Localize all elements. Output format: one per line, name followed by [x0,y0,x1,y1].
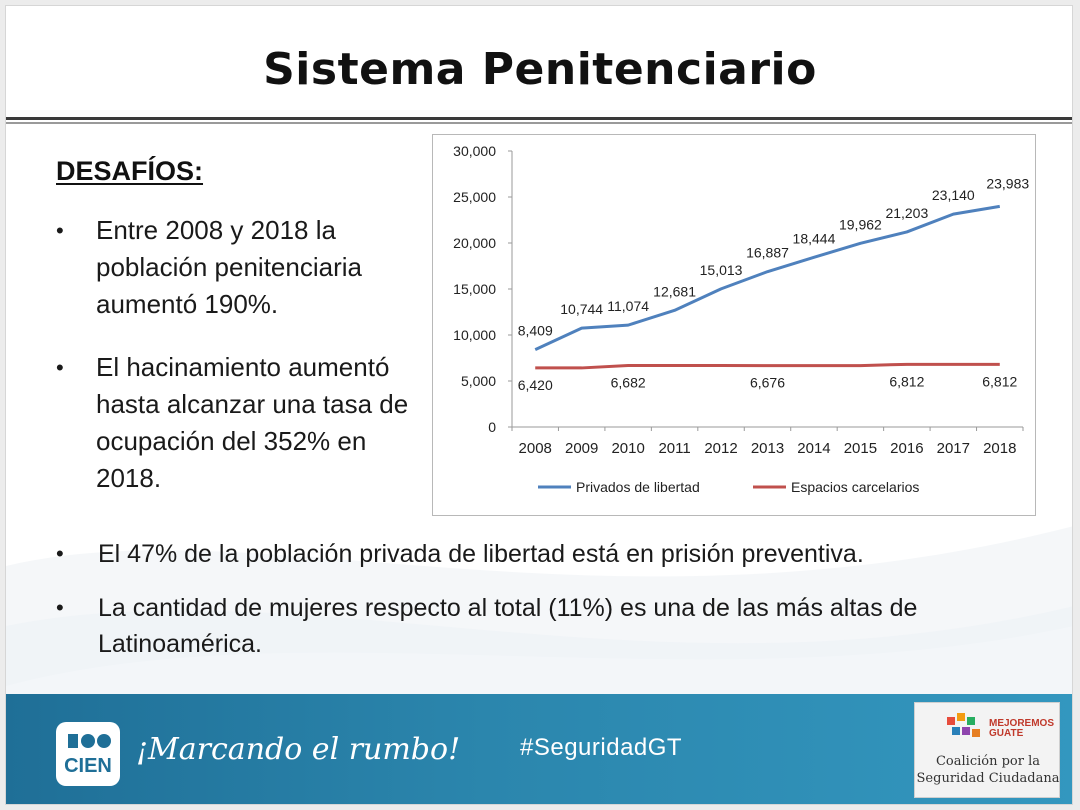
page-title: Sistema Penitenciario [263,44,817,95]
mejoremos-guate-text: MEJOREMOS GUATE [989,718,1055,739]
x-tick-label: 2017 [937,440,970,457]
chart-canvas: 0 5,000 10,000 15,000 20,000 25,000 30,000 2008… [453,143,1029,495]
data-label-privados: 8,409 [518,323,553,339]
bullet-text: Entre 2008 y 2018 la población penitenci… [96,215,362,319]
cien-logo-text: CIEN [64,755,112,777]
y-tick-label: 30,000 [453,143,496,159]
x-tick-label: 2015 [844,440,877,457]
bullet-dot: • [56,541,64,566]
mejoremos-guate-icon [947,713,980,737]
data-label-privados: 23,140 [932,187,975,203]
data-label-espacios: 6,676 [750,375,785,391]
data-label-espacios: 6,812 [889,373,924,389]
line-chart: 0 5,000 10,000 15,000 20,000 25,000 30,000 2008… [432,134,1036,516]
hashtag: #SeguridadGT [520,734,683,761]
data-label-espacios: 6,682 [611,375,646,391]
x-tick-label: 2018 [983,440,1016,457]
data-label-privados: 21,203 [885,205,928,221]
y-tick-label: 5,000 [461,373,496,389]
data-label-privados: 23,983 [986,175,1029,191]
series-line-espacios [535,362,1000,370]
x-tick-label: 2009 [565,440,598,457]
series-line-privados [534,204,1001,351]
bullet-dot: • [56,355,64,380]
coalicion-name: Coalición por la Seguridad Ciudadana [915,753,1061,787]
coalicion-logo: MEJOREMOS GUATE Coalición por la Segurid… [914,702,1060,798]
coalicion-line2: Seguridad Ciudadana [916,771,1060,786]
data-label-privados: 16,887 [746,245,789,261]
bullet-item-women: • La cantidad de mujeres respecto al tot… [56,590,1046,662]
x-tick-label: 2011 [658,440,690,457]
desafios-heading: DESAFÍOS: [56,156,204,186]
x-tick-label: 2016 [890,440,923,457]
slogan: ¡Marcando el rumbo! [136,732,461,767]
coalicion-line1: Coalición por la [935,754,1040,769]
bullet-item-overcrowding: • El hacinamiento aumentó hasta alcanzar… [56,349,416,497]
data-label-espacios: 6,420 [518,377,553,393]
data-label-privados: 19,962 [839,216,882,232]
y-tick-label: 25,000 [453,189,496,205]
legend-label-privados: Privados de libertad [576,479,700,495]
data-label-privados: 12,681 [653,283,696,299]
bullet-item-preventive: • El 47% de la población privada de libe… [56,536,1046,572]
title-divider-thin [6,122,1072,124]
legend-label-espacios: Espacios carcelarios [791,479,919,495]
bullet-text: El hacinamiento aumentó hasta alcanzar u… [96,352,409,493]
bullet-text: El 47% de la población privada de libert… [98,540,864,568]
bullet-dot: • [56,218,64,243]
cien-logo-mark-icon [68,734,111,748]
slide: Sistema Penitenciario DESAFÍOS: • Entre … [5,5,1073,805]
x-tick-label: 2013 [751,440,784,457]
data-label-privados: 15,013 [700,262,743,278]
x-tick-label: 2008 [519,440,552,457]
left-bullet-list: • Entre 2008 y 2018 la población peniten… [56,212,416,523]
bullet-item-population: • Entre 2008 y 2018 la población peniten… [56,212,416,323]
bottom-bullet-list: • El 47% de la población privada de libe… [56,536,1046,680]
bullet-text: La cantidad de mujeres respecto al total… [98,594,918,658]
y-tick-label: 0 [488,419,496,435]
title-divider [6,117,1072,120]
x-tick-label: 2010 [611,440,644,457]
footer-bar: CIEN ¡Marcando el rumbo! #SeguridadGT ME… [6,694,1072,804]
y-tick-label: 20,000 [453,235,496,251]
y-tick-label: 15,000 [453,281,496,297]
data-label-privados: 10,744 [560,301,603,317]
cien-logo: CIEN [56,722,120,786]
data-label-privados: 18,444 [793,230,836,246]
x-tick-label: 2014 [797,440,830,457]
x-tick-label: 2012 [704,440,737,457]
data-label-espacios: 6,812 [982,373,1017,389]
y-tick-label: 10,000 [453,327,496,343]
data-label-privados: 11,074 [607,298,649,314]
bullet-dot: • [56,595,64,620]
